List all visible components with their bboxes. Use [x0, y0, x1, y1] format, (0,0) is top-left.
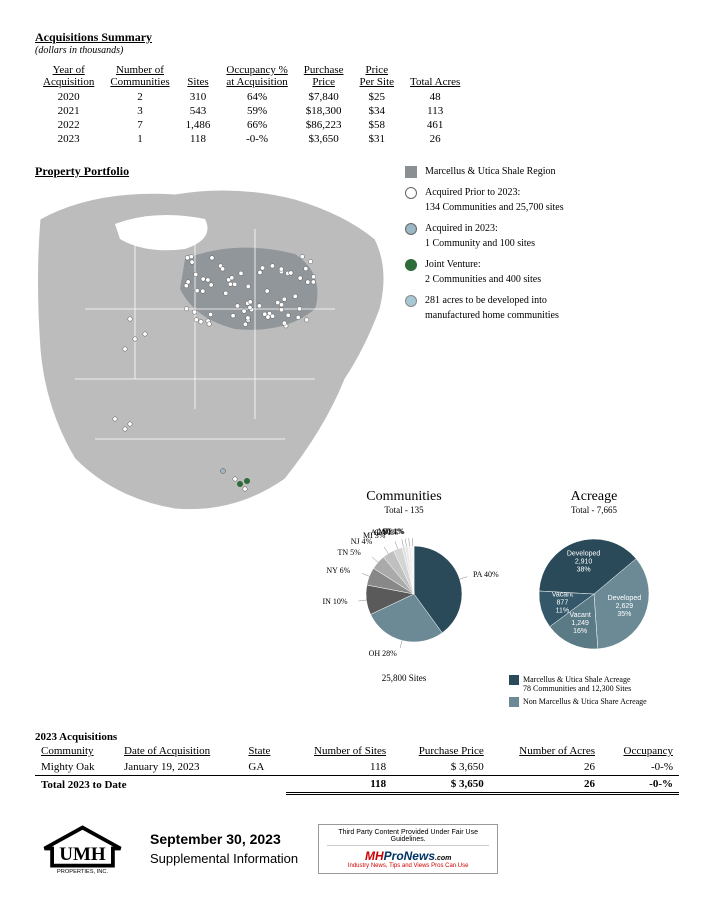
- mhpro-logo: MHProNews.com: [327, 849, 489, 863]
- table-row: Mighty OakJanuary 19, 2023GA118$ 3,65026…: [35, 759, 679, 776]
- portfolio-title: Property Portfolio: [35, 164, 395, 179]
- pie-label: PA 40%: [473, 570, 499, 579]
- acq-summary-table: Year ofAcquisitionNumber ofCommunitiesSi…: [35, 62, 468, 146]
- communities-pie-footer: 25,800 Sites: [319, 673, 489, 683]
- footer-date: September 30, 2023: [150, 831, 298, 847]
- legend-item: Marcellus & Utica Shale Acreage78 Commun…: [509, 675, 679, 695]
- us-map: [35, 179, 395, 519]
- page-footer: UMH PROPERTIES, INC. September 30, 2023 …: [35, 820, 679, 877]
- map-legend: Marcellus & Utica Shale Region Acquired P…: [405, 164, 564, 519]
- table-header: Date of Acquisition: [118, 743, 242, 759]
- acreage-pie: Acreage Total - 7,665 Developed2,62935%V…: [509, 489, 679, 711]
- acquisitions-2023: 2023 Acquisitions CommunityDate of Acqui…: [35, 731, 679, 795]
- legend-swatch: [405, 166, 417, 178]
- mhpronews-badge: Third Party Content Provided Under Fair …: [318, 824, 498, 874]
- legend-item: Acquired Prior to 2023:134 Communities a…: [405, 185, 564, 215]
- table-row: 2021354359%$18,300$34113: [35, 104, 468, 118]
- table-header: Number of Acres: [490, 743, 601, 759]
- table-header: Number of Sites: [286, 743, 393, 759]
- legend-item: Marcellus & Utica Shale Region: [405, 164, 564, 179]
- mhpro-tag: Industry News, Tips and Views Pros Can U…: [327, 863, 489, 869]
- legend-item: Joint Venture:2 Communities and 400 site…: [405, 257, 564, 287]
- footer-text: September 30, 2023 Supplemental Informat…: [150, 831, 298, 866]
- svg-text:UMH: UMH: [59, 844, 106, 865]
- pie-label: TN 5%: [337, 548, 360, 557]
- acquisitions-summary: Acquisitions Summary (dollars in thousan…: [35, 30, 679, 146]
- legend-swatch: [405, 295, 417, 307]
- table-header: Total Acres: [402, 62, 468, 90]
- table-header: Community: [35, 743, 118, 759]
- footer-line2: Supplemental Information: [150, 851, 298, 866]
- acq2023-table: CommunityDate of AcquisitionStateNumber …: [35, 743, 679, 795]
- acq-summary-title: Acquisitions Summary: [35, 30, 679, 45]
- pie-label: OH 28%: [369, 649, 397, 658]
- acq2023-title: 2023 Acquisitions: [35, 731, 679, 743]
- table-header: Sites: [178, 62, 219, 90]
- property-portfolio: Property Portfolio Marcellus & Utica Sha…: [35, 164, 679, 519]
- svg-text:PROPERTIES, INC.: PROPERTIES, INC.: [57, 869, 109, 875]
- pie-label: SC 1%: [382, 527, 404, 536]
- pie-charts-row: Communities Total - 135 PA 40%OH 28%IN 1…: [35, 489, 679, 711]
- table-row: 2020231064%$7,840$2548: [35, 90, 468, 104]
- table-header: Year ofAcquisition: [35, 62, 102, 90]
- acq-summary-subtitle: (dollars in thousands): [35, 45, 679, 56]
- pie-label: NY 6%: [326, 566, 350, 575]
- table-header: PricePer Site: [352, 62, 403, 90]
- table-header: Number ofCommunities: [102, 62, 177, 90]
- legend-swatch: [405, 259, 417, 271]
- total-row: Total 2023 to Date118$ 3,65026-0-%: [35, 776, 679, 794]
- table-row: 202271,48666%$86,223$58461: [35, 118, 468, 132]
- acreage-pie-total: Total - 7,665: [509, 505, 679, 515]
- legend-swatch: [405, 187, 417, 199]
- legend-item: 281 acres to be developed intomanufactur…: [405, 293, 564, 323]
- table-header: Occupancy: [601, 743, 679, 759]
- table-header: Purchase Price: [392, 743, 490, 759]
- table-header: PurchasePrice: [296, 62, 352, 90]
- legend-item: Acquired in 2023:1 Community and 100 sit…: [405, 221, 564, 251]
- mhpro-disclaimer: Third Party Content Provided Under Fair …: [327, 829, 489, 846]
- acreage-legend: Marcellus & Utica Shale Acreage78 Commun…: [509, 675, 679, 709]
- legend-swatch: [405, 223, 417, 235]
- table-header: State: [242, 743, 285, 759]
- table-row: 20231118-0-%$3,650$3126: [35, 132, 468, 146]
- umh-logo: UMH PROPERTIES, INC.: [35, 820, 130, 877]
- communities-pie: Communities Total - 135 PA 40%OH 28%IN 1…: [319, 489, 489, 711]
- acreage-pie-title: Acreage: [509, 489, 679, 505]
- legend-item: Non Marcellus & Utica Share Acreage: [509, 697, 679, 709]
- pie-label: IN 10%: [322, 597, 347, 606]
- table-header: Occupancy %at Acquisition: [218, 62, 295, 90]
